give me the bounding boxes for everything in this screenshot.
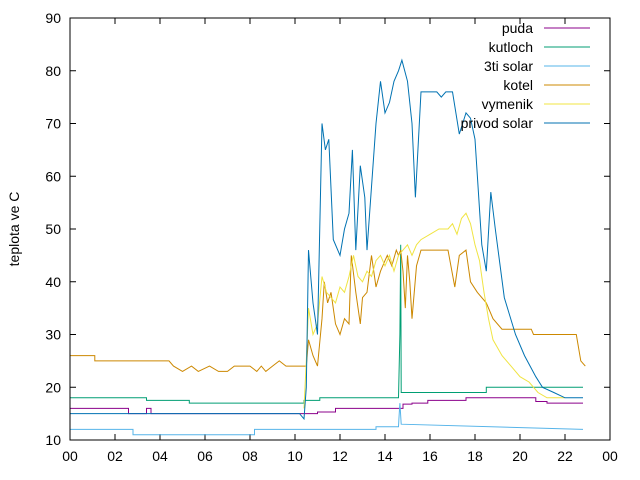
y-tick-label: 10 <box>45 432 61 448</box>
series-line-vymenik <box>303 212 565 409</box>
x-tick-label: 18 <box>467 448 483 464</box>
series-lines <box>70 58 586 436</box>
x-tick-label: 02 <box>107 448 123 464</box>
x-tick-label: 00 <box>602 448 618 464</box>
legend: puda kutloch 3ti solar kotel vymenik privod s… <box>461 20 590 131</box>
y-tick-label: 90 <box>45 10 61 26</box>
legend-label: puda <box>502 20 533 36</box>
legend-label: privod solar <box>461 115 534 131</box>
series-line-kotel <box>70 248 586 373</box>
x-tick-label: 16 <box>422 448 438 464</box>
y-tick-label: 80 <box>45 63 61 79</box>
series-line-puda <box>70 397 583 415</box>
axes: 00 02 04 06 08 10 12 14 16 18 20 22 0010203040506070… <box>45 10 618 464</box>
x-tick-label: 20 <box>512 448 528 464</box>
legend-label: kotel <box>503 77 533 93</box>
x-tick-label: 06 <box>197 448 213 464</box>
y-tick-label: 50 <box>45 221 61 237</box>
series-line-3ti-solar <box>70 403 584 436</box>
y-tick-label: 70 <box>45 116 61 132</box>
x-tick-label: 22 <box>557 448 573 464</box>
y-tick-label: 40 <box>45 274 61 290</box>
x-tick-label: 12 <box>332 448 348 464</box>
x-tick-label: 04 <box>152 448 168 464</box>
x-tick-label: 10 <box>287 448 303 464</box>
series-line-kutloch <box>70 244 583 404</box>
legend-label: 3ti solar <box>484 58 533 74</box>
plot-frame <box>69 17 611 441</box>
x-tick-label: 08 <box>242 448 258 464</box>
y-tick-label: 20 <box>45 379 61 395</box>
legend-label: kutloch <box>489 39 533 55</box>
y-tick-label: 30 <box>45 327 61 343</box>
series-line-privod-solar <box>70 58 583 421</box>
y-axis-label: teplota ve C <box>6 192 22 267</box>
x-tick-label: 14 <box>377 448 393 464</box>
y-tick-label: 60 <box>45 168 61 184</box>
legend-label: vymenik <box>482 96 534 112</box>
x-tick-label: 00 <box>62 448 78 464</box>
